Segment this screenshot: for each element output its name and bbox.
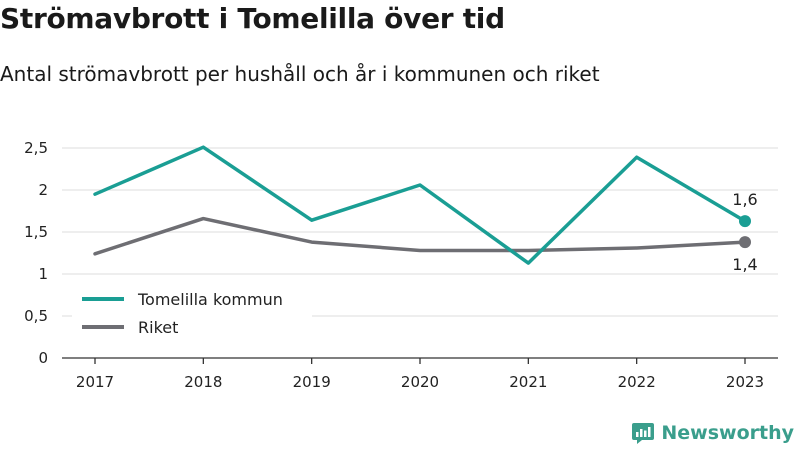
data-label: 1,6 [732,190,757,209]
data-label: 1,4 [732,255,757,274]
series-line [93,145,747,265]
legend-label: Tomelilla kommun [137,290,283,309]
legend-label: Riket [138,318,178,337]
x-tick-label: 2017 [76,373,114,391]
x-tick-label: 2020 [401,373,439,391]
brand-name: Newsworthy [661,422,794,444]
chart-subtitle: Antal strömavbrott per hushåll och år i … [0,62,600,86]
y-tick-label: 0 [38,349,48,367]
newsworthy-logo-icon [632,423,655,444]
x-tick-label: 2022 [618,373,656,391]
y-tick-label: 1 [38,265,48,283]
y-tick-label: 0,5 [24,307,48,325]
x-tick-label: 2023 [726,373,764,391]
x-tick-label: 2021 [509,373,547,391]
end-point [739,215,751,228]
end-point [739,236,751,249]
series-line [93,216,747,256]
legend-background [72,283,312,345]
y-tick-label: 1,5 [24,223,48,241]
y-tick-label: 2 [38,181,48,199]
brand-badge[interactable]: Newsworthy [631,420,794,446]
y-tick-label: 2,5 [24,139,48,157]
x-tick-label: 2018 [184,373,222,391]
chart-title: Strömavbrott i Tomelilla över tid [0,2,505,35]
x-tick-label: 2019 [293,373,331,391]
